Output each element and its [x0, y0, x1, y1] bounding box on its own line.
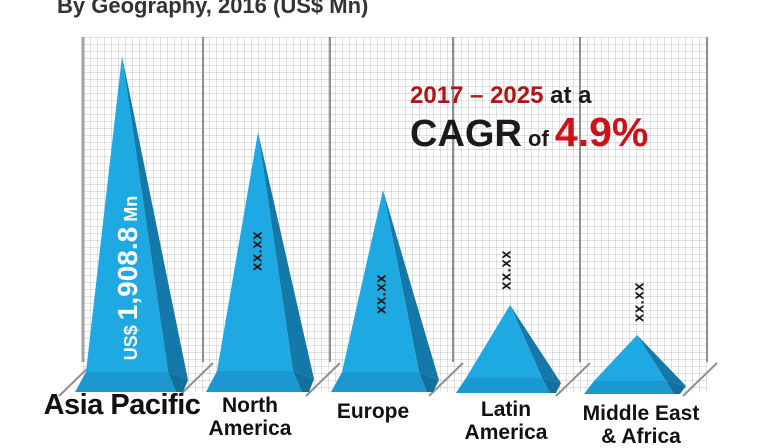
cagr-line1: 2017 – 2025 at a: [410, 82, 648, 109]
category-label-europe: Europe: [337, 400, 409, 423]
category-line1: North: [221, 394, 278, 417]
category-line1: Europe: [336, 400, 410, 423]
category-label-asia-pacific: Asia Pacific: [44, 390, 201, 420]
value-label-middle-east-africa: xx.xx: [630, 281, 648, 323]
category-line1: Middle East: [582, 402, 700, 425]
category-line2: America: [208, 417, 292, 440]
cagr-line2: CAGR of 4.9%: [410, 111, 648, 160]
value-label-north-america: xx.xx: [248, 230, 266, 272]
category-line2: America: [464, 421, 548, 444]
cagr-annotation: 2017 – 2025 at a CAGR of 4.9%: [410, 82, 648, 160]
value-label-europe: xx.xx: [372, 273, 390, 315]
cagr-word: CAGR: [410, 113, 522, 155]
cagr-of: of: [521, 126, 555, 151]
value-suffix: Mn: [121, 195, 141, 227]
cagr-at-a: at a: [543, 82, 592, 109]
value-label-latin-america: xx.xx: [497, 249, 515, 291]
cagr-year-range: 2017 – 2025: [410, 82, 544, 109]
category-line1: Latin: [480, 398, 532, 421]
category-label-middle-east-africa: Middle East & Africa: [583, 402, 700, 448]
chart-title: By Geography, 2016 (US$ Mn): [57, 0, 369, 18]
category-label-north-america: North America: [209, 394, 292, 440]
category-label-latin-america: Latin America: [465, 398, 548, 444]
category-line1: Asia Pacific: [43, 389, 201, 421]
value-prefix: US$: [121, 320, 141, 361]
value-label-asia-pacific: US$ 1,908.8 Mn: [112, 195, 143, 361]
cagr-rate: 4.9%: [554, 109, 649, 155]
category-line2: & Africa: [601, 425, 681, 448]
value-amount: 1,908.8: [112, 226, 143, 321]
